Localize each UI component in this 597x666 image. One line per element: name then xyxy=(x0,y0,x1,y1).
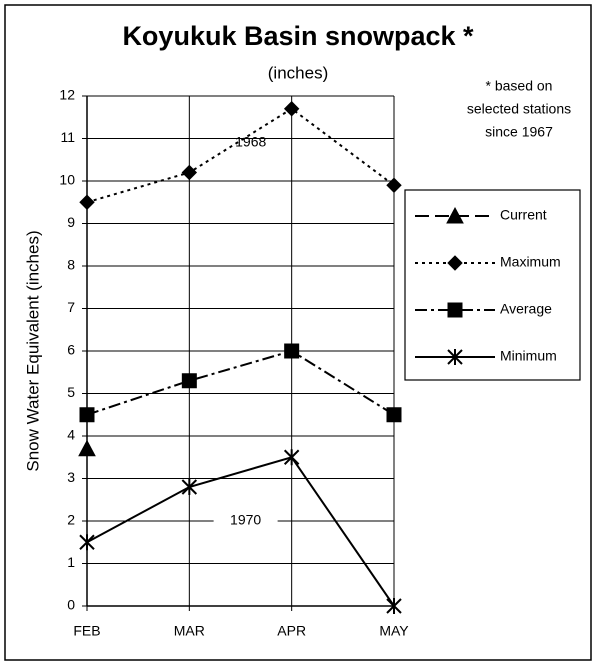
marker xyxy=(283,449,300,466)
marker xyxy=(386,407,402,423)
annotation: 1970 xyxy=(230,512,261,528)
marker xyxy=(447,302,463,318)
annotation: 1968 xyxy=(235,133,266,149)
series-line xyxy=(86,349,395,416)
y-tick-label: 3 xyxy=(67,469,75,485)
y-tick-label: 9 xyxy=(67,214,75,230)
marker xyxy=(446,206,464,224)
legend-box xyxy=(404,189,581,381)
marker xyxy=(79,534,95,551)
marker xyxy=(447,349,463,365)
annotation-box xyxy=(213,511,278,531)
x-tick-label: MAY xyxy=(379,623,409,639)
y-tick-label: 0 xyxy=(67,597,75,613)
legend-label: Average xyxy=(500,301,552,317)
marker xyxy=(78,439,96,457)
series-line xyxy=(86,456,395,607)
marker xyxy=(283,101,300,117)
y-tick-label: 5 xyxy=(67,384,75,400)
chart-subtitle: (inches) xyxy=(268,63,328,82)
marker xyxy=(181,373,197,389)
legend-label: Minimum xyxy=(500,348,557,364)
marker xyxy=(181,479,198,495)
y-tick-label: 6 xyxy=(67,342,75,358)
marker xyxy=(386,598,402,614)
y-tick-label: 4 xyxy=(67,427,75,443)
marker xyxy=(447,255,463,271)
y-tick-label: 7 xyxy=(67,299,75,315)
y-tick-label: 8 xyxy=(67,257,75,273)
y-axis-label: Snow Water Equivalent (inches) xyxy=(23,230,42,471)
legend-label: Maximum xyxy=(500,254,561,270)
y-tick-label: 12 xyxy=(59,87,75,103)
marker xyxy=(79,407,95,423)
marker xyxy=(284,343,300,359)
x-tick-label: MAR xyxy=(174,623,205,639)
marker xyxy=(181,164,198,181)
marker xyxy=(386,177,402,193)
marker xyxy=(79,194,95,210)
chart-title: Koyukuk Basin snowpack * xyxy=(122,21,474,51)
note: selected stations xyxy=(467,101,571,117)
note: since 1967 xyxy=(485,124,553,140)
legend-label: Current xyxy=(500,207,547,223)
note: * based on xyxy=(486,78,553,94)
y-tick-label: 11 xyxy=(60,129,75,145)
x-tick-label: APR xyxy=(277,623,306,639)
y-tick-label: 1 xyxy=(67,554,75,570)
y-tick-label: 10 xyxy=(59,172,75,188)
x-tick-label: FEB xyxy=(73,623,100,639)
y-tick-label: 2 xyxy=(67,512,75,528)
